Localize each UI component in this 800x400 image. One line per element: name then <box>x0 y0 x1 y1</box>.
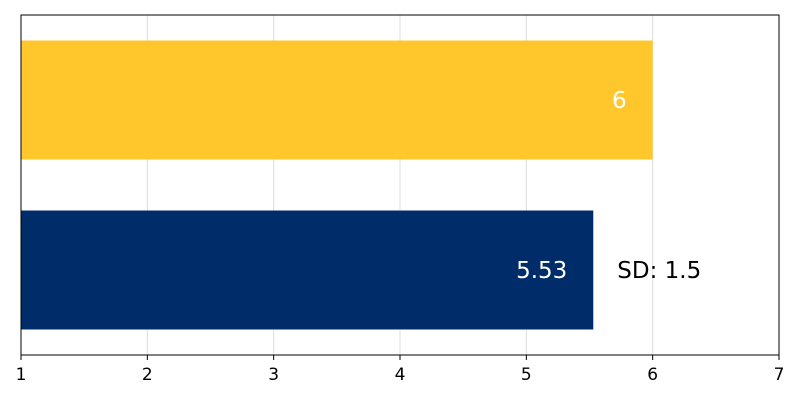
x-tick-label: 3 <box>268 365 279 385</box>
x-tick-label: 6 <box>647 365 658 385</box>
bar <box>21 40 653 160</box>
sd-annotation: SD: 1.5 <box>617 258 701 284</box>
x-axis: 1 2 3 4 5 6 7 <box>16 355 785 385</box>
bar-value-label: 5.53 <box>516 258 567 284</box>
bars: 6 5.53 SD: 1.5 <box>21 40 701 330</box>
x-tick-label: 4 <box>395 365 406 385</box>
bar-value-label: 6 <box>612 88 627 114</box>
x-tick-label: 2 <box>142 365 153 385</box>
bar <box>21 210 594 330</box>
x-tick-label: 5 <box>521 365 532 385</box>
x-tick-label: 7 <box>774 365 785 385</box>
x-tick-label: 1 <box>16 365 27 385</box>
